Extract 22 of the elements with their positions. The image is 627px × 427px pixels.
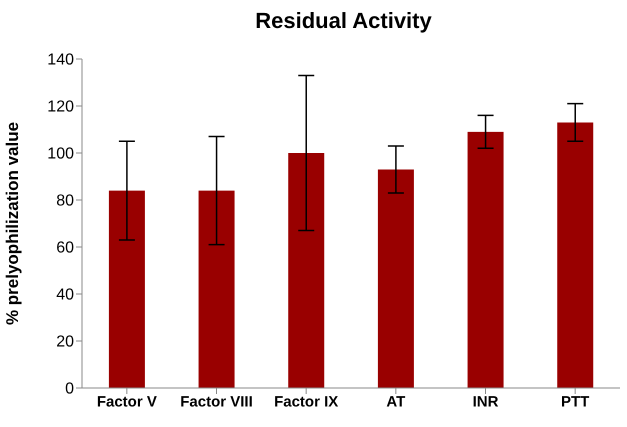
- bar: [198, 190, 235, 388]
- y-tick-label: 140: [47, 52, 74, 69]
- x-tick-label: AT: [386, 394, 406, 411]
- x-tick-label: INR: [472, 394, 499, 411]
- x-tick-label: PTT: [560, 394, 590, 411]
- y-tick-label: 60: [56, 240, 74, 257]
- y-tick-label: 80: [56, 192, 74, 210]
- y-tick-label: 120: [47, 98, 74, 116]
- y-tick-label: 20: [56, 334, 74, 351]
- x-tick-label: Factor VIII: [180, 394, 253, 411]
- chart-title: Residual Activity: [254, 8, 433, 34]
- bar: [468, 132, 504, 388]
- bar: [108, 190, 145, 388]
- y-tick-label: 40: [56, 286, 74, 304]
- x-tick-label: Factor V: [96, 394, 157, 411]
- bar: [378, 169, 414, 388]
- bar: [288, 153, 324, 388]
- x-tick-label: Factor IX: [274, 394, 338, 411]
- y-tick-label: 0: [65, 380, 74, 398]
- y-axis-title: % prelyophilization value: [3, 122, 22, 326]
- y-tick-label: 100: [47, 146, 74, 163]
- bar: [557, 122, 594, 388]
